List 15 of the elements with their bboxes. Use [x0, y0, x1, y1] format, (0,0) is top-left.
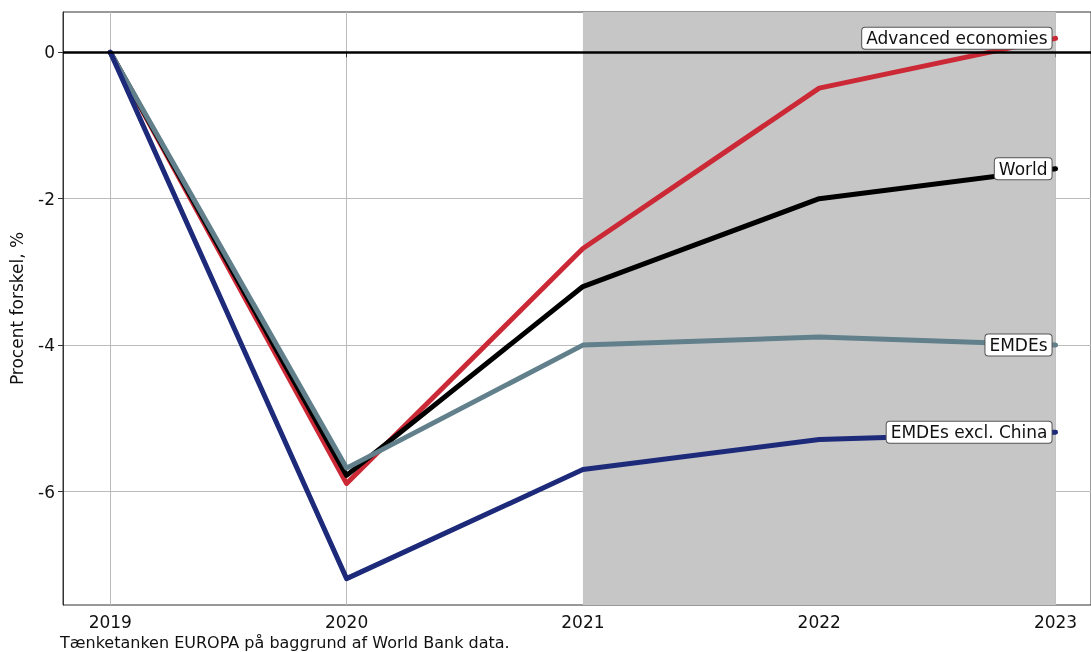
series-label: Advanced economies [866, 28, 1048, 49]
series-label: World [998, 158, 1048, 179]
y-tick-label: 0 [44, 42, 55, 63]
series-label: EMDEs excl. China [890, 422, 1048, 443]
y-tick-label: -2 [38, 188, 55, 209]
x-tick-label: 2023 [1033, 611, 1078, 632]
x-tick-label: 2021 [561, 611, 605, 632]
x-tick-label: 2020 [324, 611, 369, 632]
text: Tænketanken EUROPA på baggrund af World Bank data. [59, 632, 510, 652]
y-tick-label: -4 [38, 335, 55, 356]
x-tick-label: 2019 [88, 611, 132, 632]
x-tick-label: 2022 [797, 611, 841, 632]
series-label: EMDEs [989, 335, 1048, 356]
y-axis-title: Procent forskel, % [6, 231, 27, 386]
y-tick-label: -6 [38, 481, 55, 502]
